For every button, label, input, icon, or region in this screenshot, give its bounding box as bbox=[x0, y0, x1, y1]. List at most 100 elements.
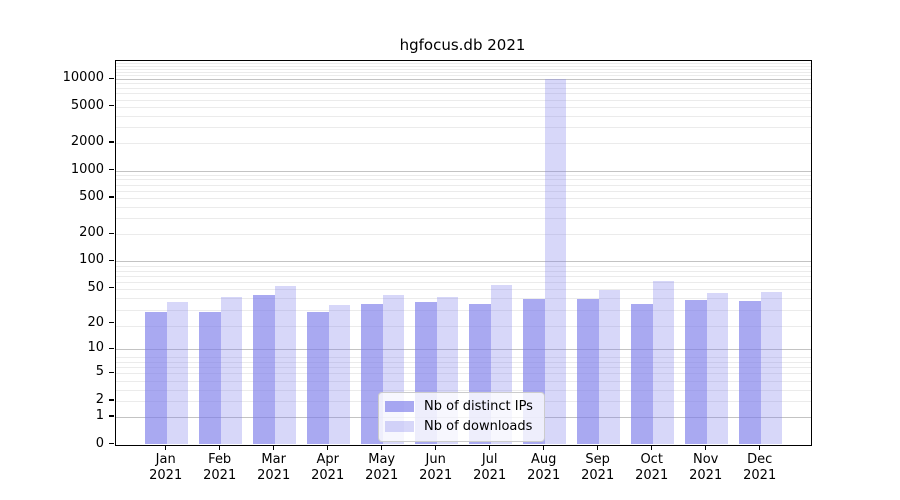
minor-gridline bbox=[116, 218, 811, 220]
minor-gridline bbox=[116, 266, 811, 268]
legend-item-downloads: Nb of downloads bbox=[385, 418, 537, 435]
x-tick-month: Jul bbox=[481, 452, 498, 467]
y-tick-label: 50 bbox=[87, 279, 104, 295]
chart-title: hgfocus.db 2021 bbox=[399, 36, 526, 54]
y-tick-label: 2 bbox=[95, 391, 104, 407]
x-tick-label: Aug 2021 bbox=[512, 452, 576, 484]
x-tick-month: Sep bbox=[585, 452, 610, 467]
x-tick-year: 2021 bbox=[527, 468, 561, 483]
x-tick-year: 2021 bbox=[149, 468, 183, 483]
y-tick-mark bbox=[109, 141, 114, 143]
bar-downloads-nov bbox=[706, 292, 729, 445]
x-tick-mark bbox=[489, 445, 491, 450]
legend-swatch-distinct-ips bbox=[385, 401, 414, 412]
minor-gridline bbox=[116, 298, 811, 300]
y-tick-mark bbox=[109, 399, 114, 401]
y-tick-label: 1 bbox=[95, 408, 104, 423]
x-tick-mark bbox=[165, 445, 167, 450]
x-tick-mark bbox=[759, 445, 761, 450]
x-tick-year: 2021 bbox=[365, 468, 399, 483]
y-tick-label: 5000 bbox=[70, 97, 104, 113]
minor-gridline bbox=[116, 282, 811, 284]
y-tick-mark bbox=[109, 442, 114, 445]
x-tick-label: Jan 2021 bbox=[134, 452, 198, 484]
legend: Nb of distinct IPs Nb of downloads bbox=[378, 392, 545, 442]
bar-downloads-sep bbox=[598, 290, 621, 445]
minor-gridline bbox=[116, 362, 811, 364]
x-tick-month: Oct bbox=[640, 452, 663, 467]
y-tick-label: 500 bbox=[79, 188, 104, 204]
minor-gridline bbox=[116, 93, 811, 95]
minor-gridline bbox=[116, 357, 811, 359]
y-tick-label: 10000 bbox=[62, 70, 104, 86]
minor-gridline bbox=[116, 190, 811, 192]
bar-distinct-ips-feb bbox=[199, 312, 221, 445]
x-tick-mark bbox=[435, 445, 437, 450]
minor-gridline bbox=[116, 309, 811, 311]
x-tick-mark bbox=[597, 445, 599, 450]
x-tick-label: Apr 2021 bbox=[296, 452, 360, 484]
bar-distinct-ips-may bbox=[361, 303, 383, 445]
x-tick-mark bbox=[327, 445, 329, 450]
minor-gridline bbox=[116, 72, 811, 74]
x-tick-year: 2021 bbox=[419, 468, 453, 483]
x-tick-month: Aug bbox=[530, 452, 557, 467]
minor-gridline bbox=[116, 373, 811, 375]
x-tick-year: 2021 bbox=[581, 468, 615, 483]
minor-gridline bbox=[116, 127, 811, 128]
legend-item-distinct-ips: Nb of distinct IPs bbox=[385, 398, 537, 415]
y-tick-label: 200 bbox=[79, 225, 104, 241]
bar-distinct-ips-jan bbox=[145, 312, 167, 445]
y-tick-mark bbox=[109, 196, 114, 198]
minor-gridline bbox=[116, 179, 811, 181]
minor-gridline bbox=[116, 99, 811, 101]
y-tick-mark bbox=[109, 232, 114, 234]
y-tick-label: 10 bbox=[87, 340, 104, 356]
bar-downloads-aug bbox=[544, 79, 567, 445]
y-tick-label: 5 bbox=[95, 364, 104, 380]
x-tick-mark bbox=[381, 445, 383, 450]
minor-gridline bbox=[116, 65, 811, 67]
major-gridline bbox=[116, 261, 811, 263]
minor-gridline bbox=[116, 367, 811, 369]
x-tick-month: Jun bbox=[425, 452, 446, 467]
x-tick-mark bbox=[543, 445, 545, 450]
x-tick-month: May bbox=[368, 452, 396, 467]
x-tick-label: Sep 2021 bbox=[566, 452, 630, 484]
minor-gridline bbox=[116, 234, 811, 236]
x-tick-year: 2021 bbox=[203, 468, 237, 483]
bar-downloads-apr bbox=[328, 304, 351, 445]
bar-downloads-jan bbox=[166, 302, 189, 445]
minor-gridline bbox=[116, 88, 811, 90]
x-tick-mark bbox=[651, 445, 653, 450]
x-tick-year: 2021 bbox=[689, 468, 723, 483]
bar-downloads-feb bbox=[220, 297, 243, 445]
x-tick-label: Dec 2021 bbox=[728, 452, 792, 484]
minor-gridline bbox=[116, 174, 811, 176]
y-tick-mark bbox=[109, 347, 114, 350]
x-tick-mark bbox=[705, 445, 707, 450]
minor-gridline bbox=[116, 206, 811, 208]
x-tick-year: 2021 bbox=[743, 468, 777, 483]
major-gridline bbox=[116, 170, 811, 172]
x-tick-month: Jan bbox=[155, 452, 176, 467]
minor-gridline bbox=[116, 115, 811, 117]
y-tick-mark bbox=[109, 105, 114, 107]
minor-gridline bbox=[116, 270, 811, 272]
legend-label: Nb of downloads bbox=[424, 419, 533, 434]
x-tick-year: 2021 bbox=[473, 468, 507, 483]
minor-gridline bbox=[116, 106, 811, 108]
bar-distinct-ips-sep bbox=[577, 299, 599, 445]
y-tick-mark bbox=[109, 371, 114, 374]
bar-distinct-ips-mar bbox=[253, 295, 275, 445]
minor-gridline bbox=[116, 83, 811, 85]
x-tick-label: Feb 2021 bbox=[188, 452, 252, 484]
x-tick-month: Apr bbox=[316, 452, 339, 467]
legend-label: Nb of distinct IPs bbox=[424, 399, 533, 414]
x-tick-year: 2021 bbox=[311, 468, 345, 483]
y-tick-label: 100 bbox=[79, 252, 104, 268]
y-tick-mark bbox=[109, 259, 114, 262]
minor-gridline bbox=[116, 68, 811, 70]
x-tick-label: Nov 2021 bbox=[674, 452, 738, 484]
x-tick-month: Dec bbox=[747, 452, 773, 467]
